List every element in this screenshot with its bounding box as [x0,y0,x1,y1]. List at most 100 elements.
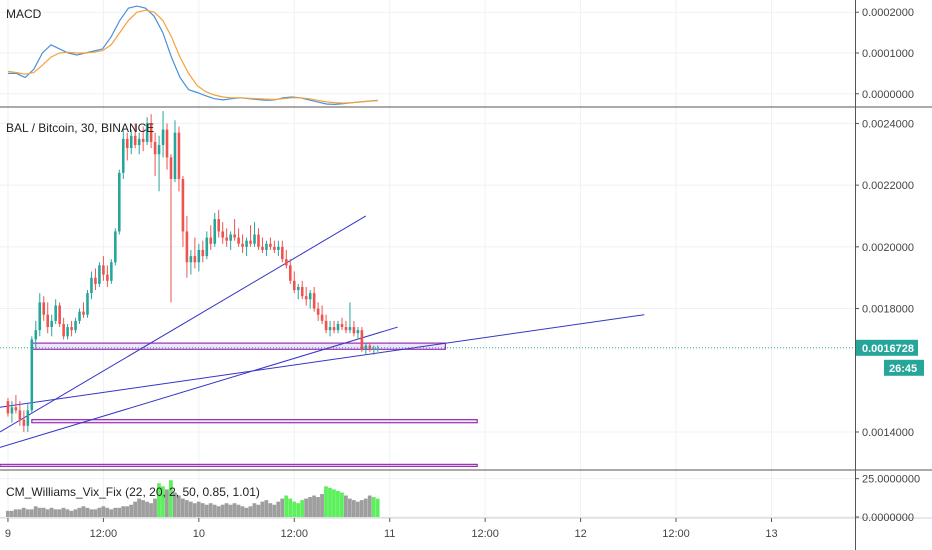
candle-body [169,157,173,179]
support-zone [31,342,446,350]
time-axis-label: 12:00 [662,528,690,540]
support-zone [0,463,478,467]
vix-bar [149,503,153,517]
vix-pane[interactable]: CM_Williams_Vix_Fix (22, 20, 2, 50, 0.85… [5,480,380,517]
candle [165,123,169,170]
price-pane[interactable]: BAL / Bitcoin, 30, BINANCE [0,111,855,467]
macd-pane[interactable]: MACD [6,5,378,106]
vix-bar [9,510,14,517]
y-axis-tick-label: 0.0001000 [862,48,914,60]
vix-bar [184,500,189,517]
trendline [0,215,367,433]
candle-body [46,314,50,328]
candle [324,314,328,334]
vix-bar [133,501,137,517]
candle-body [145,123,149,142]
candle-body [269,243,272,247]
vix-bar [105,507,110,517]
candle [102,256,105,281]
candle-body [185,231,189,263]
time-axis[interactable]: 9 12:00 10 12:00 11 12:00 12 12:00 13 [5,518,778,540]
candle [364,342,368,355]
candle [129,129,133,155]
candle-body [70,327,73,331]
candle-body [54,305,57,321]
vix-bar [288,498,293,517]
candle [38,293,42,337]
vix-bar [45,509,50,517]
vix-bar [89,509,94,517]
candle-body [217,219,221,232]
vix-bar [81,506,86,517]
candle-body [62,323,65,337]
vix-bar [165,489,169,517]
candle-body [193,256,197,263]
candle [289,259,292,284]
vix-bar [340,492,344,517]
candle [110,259,113,284]
candle [50,314,53,337]
candle-body [78,311,81,321]
candle [292,271,296,294]
candle-body [18,410,22,420]
time-axis-label: 12 [574,528,586,540]
vix-bar [153,498,157,517]
vix-bar [248,506,253,517]
vix-bar [296,503,301,517]
candle-body [165,129,169,158]
candle [30,336,34,414]
candle-body [22,419,26,426]
candle-body [356,330,360,334]
candle-body [336,323,340,331]
candle [205,231,209,260]
vix-title: CM_Williams_Vix_Fix (22, 20, 2, 50, 0.85… [6,485,260,499]
candle [352,320,356,337]
candle [6,398,10,417]
candle [229,231,232,250]
candle [181,175,185,247]
candle-body [137,138,141,146]
y-axis-tick-label: 0.0020000 [862,242,914,254]
candle-body [372,348,376,350]
time-axis-label: 12:00 [90,528,118,540]
candle-body [348,327,352,331]
candle [133,123,137,149]
candle-body [106,274,109,281]
candle-body [273,246,276,250]
candle-body [261,246,264,250]
vix-bar [157,483,161,517]
candle-body [129,135,133,149]
candle [209,225,213,250]
vix-bar [17,509,22,517]
y-axis[interactable]: 0.0002000 0.0001000 0.0000000 0.0024000 0.00… [855,7,920,524]
candle-body [110,262,113,281]
vix-bar [240,506,245,517]
vix-bar [252,503,257,517]
vix-bar [129,504,134,517]
vix-bar [117,507,122,517]
trendline [0,326,398,448]
candle-body [376,348,380,350]
y-axis-tick-label: 0.0000000 [862,512,914,524]
candle-body [98,265,101,284]
candle [225,228,228,247]
candle [237,228,240,247]
candle-body [189,256,193,263]
countdown-badge-bg [884,359,924,376]
candle-body [344,327,348,331]
y-axis-tick-label: 25.0000000 [862,474,920,486]
vix-bar [141,500,145,517]
candle [328,320,332,337]
vix-bar [328,487,332,517]
candle [201,240,205,263]
vix-bar [359,500,364,517]
trendlines[interactable] [0,215,645,448]
vix-bar [180,498,185,517]
vix-bar [367,495,372,517]
candle [257,228,260,250]
candle [296,283,300,300]
vix-bar [29,509,34,517]
candle-body [42,302,46,315]
bar-countdown: 26:45 [889,363,917,375]
